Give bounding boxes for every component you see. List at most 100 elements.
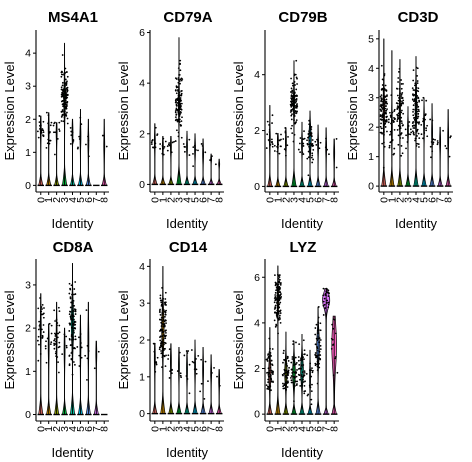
x-tick-label: 3 (173, 426, 185, 432)
data-point (44, 345, 47, 347)
data-point (307, 393, 310, 396)
data-point (162, 318, 165, 321)
data-point (279, 301, 282, 304)
data-point (382, 79, 385, 81)
data-point (55, 355, 57, 357)
data-point (317, 321, 320, 324)
data-point (200, 358, 203, 361)
data-point (309, 386, 311, 388)
data-point (72, 302, 74, 304)
data-point (402, 99, 405, 102)
data-point (416, 142, 419, 145)
violin-cluster-6 (84, 301, 92, 416)
data-point (400, 93, 403, 96)
x-tick-label: 4 (411, 197, 423, 203)
data-point (180, 108, 183, 111)
violin-cluster-6 (199, 138, 207, 186)
data-point (275, 323, 278, 326)
data-point (311, 161, 314, 164)
data-point (216, 375, 218, 378)
data-point (311, 369, 314, 372)
data-point (299, 151, 302, 154)
data-point (324, 307, 327, 309)
violin-cluster-1 (44, 322, 53, 416)
data-point (161, 287, 163, 289)
x-tick-label: 8 (214, 197, 226, 203)
y-tick-label: 2 (25, 323, 31, 335)
data-point (285, 381, 287, 384)
data-point (49, 124, 52, 127)
data-point (294, 122, 296, 125)
data-point (165, 309, 167, 312)
data-point (380, 106, 383, 109)
data-point (411, 122, 414, 124)
data-point (169, 370, 171, 373)
data-point (274, 325, 277, 328)
data-point (165, 329, 167, 332)
data-point (417, 143, 420, 145)
x-tick-label: 2 (51, 426, 63, 432)
data-point (201, 144, 204, 147)
data-point (390, 122, 392, 125)
data-point (400, 111, 403, 114)
data-point (291, 372, 294, 374)
data-point (387, 118, 390, 121)
data-point (284, 384, 286, 387)
data-point (276, 300, 279, 303)
x-tick-label: 7 (206, 426, 218, 432)
data-point (319, 329, 322, 332)
data-point (93, 367, 96, 370)
data-point (314, 333, 317, 336)
violin-cluster-6 (85, 118, 92, 187)
data-point (40, 310, 43, 313)
data-point (166, 149, 169, 152)
data-point (309, 132, 312, 135)
data-point (316, 339, 319, 342)
data-point (382, 115, 385, 117)
data-point (279, 312, 282, 314)
data-point (199, 390, 202, 393)
violin-cluster-1 (45, 111, 53, 187)
data-point (417, 96, 420, 99)
data-point (179, 374, 182, 377)
data-point (54, 343, 57, 345)
data-point (449, 136, 452, 139)
data-point (415, 115, 418, 118)
data-point (399, 92, 401, 95)
data-point (164, 313, 167, 316)
data-point (311, 135, 313, 138)
data-point (396, 118, 399, 121)
data-point (383, 141, 385, 144)
data-point (80, 346, 83, 349)
data-point (390, 132, 393, 135)
data-point (269, 373, 272, 376)
data-point (306, 354, 309, 357)
data-point (267, 139, 270, 141)
x-tick-label: 4 (67, 197, 79, 203)
violin-cluster-5 (76, 109, 84, 187)
data-point (407, 133, 410, 136)
x-tick-label: 4 (182, 197, 194, 203)
data-point (287, 369, 290, 372)
data-point (382, 106, 385, 109)
data-point (292, 95, 295, 98)
data-point (161, 331, 164, 334)
data-point (295, 372, 298, 374)
data-point (293, 111, 296, 114)
y-tick-label: 1 (139, 371, 145, 383)
x-tick-label: 5 (419, 197, 431, 203)
data-point (383, 112, 386, 115)
data-point (160, 345, 163, 348)
data-point (42, 129, 45, 132)
data-point (270, 389, 272, 392)
data-point (405, 147, 407, 150)
data-point (415, 137, 417, 140)
data-point (271, 373, 274, 375)
data-point (385, 116, 388, 119)
data-point (160, 325, 163, 327)
data-point (274, 304, 277, 307)
y-tick-label: 3 (139, 298, 145, 310)
data-point (155, 361, 158, 363)
data-point (294, 73, 297, 76)
data-point (290, 379, 293, 382)
